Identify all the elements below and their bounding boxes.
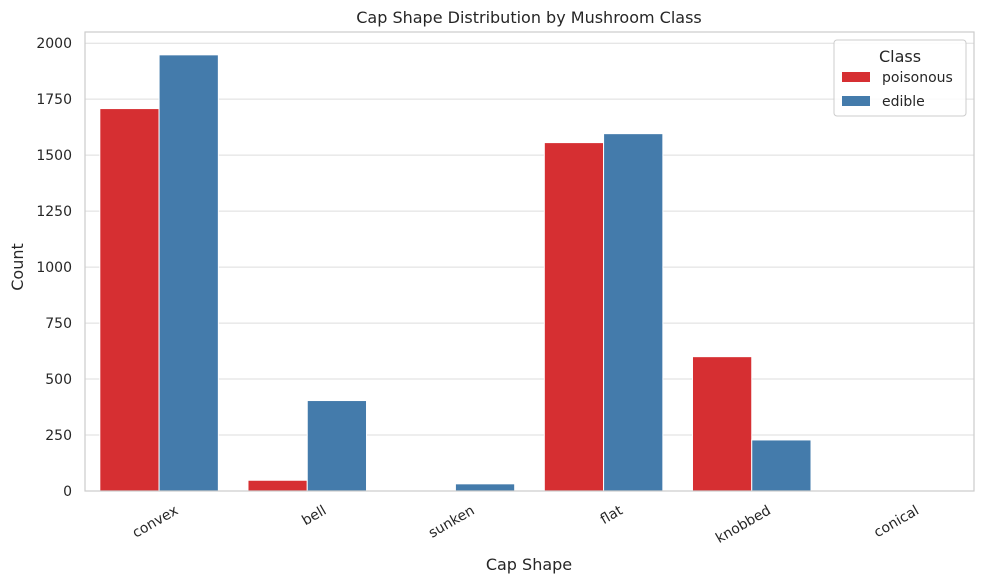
x-tick-label-sunken: sunken [426,503,477,542]
grid [85,42,974,492]
x-tick-label-bell: bell [299,503,329,529]
y-ticks: 0 250 500 750 1000 1250 1500 1750 2000 [36,36,72,500]
y-tick-label: 1500 [36,148,72,164]
legend-label-poisonous: poisonous [882,70,953,86]
legend-title: Class [879,47,921,66]
x-axis-title: Cap Shape [486,555,572,574]
legend-label-edible: edible [882,94,925,110]
chart-title: Cap Shape Distribution by Mushroom Class [356,8,702,27]
y-tick-label: 1250 [36,204,72,220]
bar-edible-sunken [454,483,516,492]
bar-poisonous-bell [247,479,308,492]
y-tick-label: 500 [45,372,72,388]
x-tick-label-knobbed: knobbed [713,503,774,547]
x-tick-label-flat: flat [598,502,626,528]
y-tick-label: 2000 [36,36,72,52]
legend: Class poisonous edible [833,39,967,117]
plot-frame [84,31,975,492]
bar-poisonous-flat [543,142,605,492]
y-tick-label: 750 [45,316,72,332]
bars [99,54,901,492]
y-tick-label: 1750 [36,92,72,108]
y-tick-label: 250 [45,428,72,444]
x-tick-label-convex: convex [130,503,181,542]
y-tick-label: 0 [63,484,72,500]
legend-swatch-poisonous [842,72,870,82]
bar-poisonous-knobbed [691,356,753,492]
bar-edible-knobbed [751,439,812,492]
bar-edible-convex [158,54,219,492]
legend-swatch-edible [842,96,870,106]
y-axis-title: Count [8,243,27,291]
x-tick-label-conical: conical [871,503,922,541]
bar-poisonous-convex [99,108,160,492]
x-ticks: convex bell sunken flat knobbed conical [130,502,922,547]
bar-edible-flat [603,133,664,492]
y-tick-label: 1000 [36,260,72,276]
bar-edible-bell [306,400,368,492]
